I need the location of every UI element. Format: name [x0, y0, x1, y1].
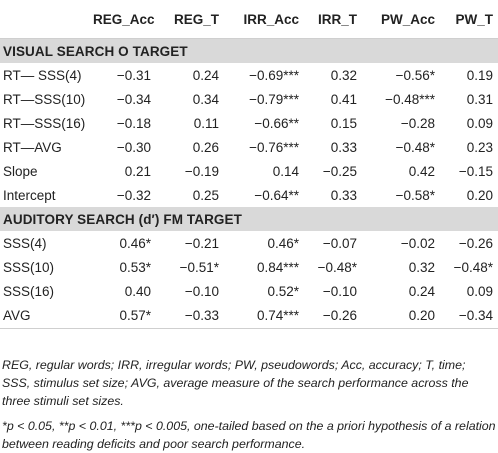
table-row: SSS(10) 0.53* −0.51* 0.84*** −0.48* 0.32 −0.48…: [0, 255, 498, 279]
table-cell: −0.32: [116, 187, 151, 203]
table-cell: 0.33: [330, 139, 357, 155]
table-cell: 0.20: [362, 303, 440, 329]
table-cell: −0.48*: [317, 259, 357, 275]
table-cell: −0.34: [116, 91, 151, 107]
table-cell: −0.51*: [179, 259, 219, 275]
table-cell: 0.14: [272, 163, 299, 179]
table-cell: −0.56*: [395, 67, 435, 83]
header-cell-label: [0, 0, 88, 39]
table-cell: −0.07: [322, 235, 357, 251]
table-cell: −0.76***: [249, 139, 299, 155]
table-cell: −0.31: [116, 67, 151, 83]
table-row: Intercept −0.32 0.25 −0.64** 0.33 −0.58* 0.20: [0, 183, 498, 207]
table-cell: 0.32: [408, 259, 435, 275]
table-cell: −0.69***: [249, 67, 299, 83]
table-header: REG_Acc REG_T IRR_Acc IRR_T PW_Acc PW_T: [0, 0, 498, 39]
header-cell-irr-t: IRR_T: [304, 0, 362, 39]
table-cell: −0.58*: [395, 187, 435, 203]
row-label: Intercept: [3, 187, 56, 203]
table-cell: −0.25: [322, 163, 357, 179]
section-header-row: AUDITORY SEARCH (d′) FM TARGET: [0, 207, 498, 231]
table-cell: 0.23: [466, 139, 493, 155]
table-row: RT—AVG −0.30 0.26 −0.76*** 0.33 −0.48* 0.23: [0, 135, 498, 159]
table-cell: 0.24: [192, 67, 219, 83]
table-cell: −0.02: [400, 235, 435, 251]
correlation-table: REG_Acc REG_T IRR_Acc IRR_T PW_Acc PW_T …: [0, 0, 498, 329]
table-cell: −0.66**: [254, 115, 299, 131]
table-cell: −0.48*: [395, 139, 435, 155]
table-cell: −0.18: [116, 115, 151, 131]
row-label: SSS(10): [3, 259, 55, 275]
row-label: SSS(4): [3, 235, 47, 251]
table-row: SSS(16) 0.40 −0.10 0.52* −0.10 0.24 0.09: [0, 279, 498, 303]
table-cell: 0.26: [192, 139, 219, 155]
header-cell-reg-acc: REG_Acc: [88, 0, 156, 39]
header-cell-pw-acc: PW_Acc: [362, 0, 440, 39]
header-cell-reg-t: REG_T: [156, 0, 224, 39]
table-cell: 0.52*: [267, 283, 299, 299]
table-cell: 0.31: [466, 91, 493, 107]
row-label: SSS(16): [3, 283, 55, 299]
header-row: REG_Acc REG_T IRR_Acc IRR_T PW_Acc PW_T: [0, 0, 498, 39]
table-cell: 0.84***: [256, 259, 299, 275]
table-cell: 0.21: [124, 163, 151, 179]
table-cell: 0.09: [466, 283, 493, 299]
table-cell: −0.10: [322, 283, 357, 299]
table-cell: 0.57*: [88, 303, 156, 329]
table-cell: 0.11: [193, 115, 219, 131]
table-row: RT—SSS(10) −0.34 0.34 −0.79*** 0.41 −0.48*** 0…: [0, 87, 498, 111]
table-cell: 0.32: [330, 67, 357, 83]
table-cell: −0.21: [184, 235, 219, 251]
table-cell: 0.20: [466, 187, 493, 203]
table-cell: 0.09: [466, 115, 493, 131]
table-cell: 0.46*: [267, 235, 299, 251]
row-label: RT—AVG: [3, 139, 62, 155]
header-cell-pw-t: PW_T: [440, 0, 498, 39]
table-cell: −0.64**: [254, 187, 299, 203]
row-label: RT—SSS(16): [3, 115, 86, 131]
table-cell: 0.15: [330, 115, 357, 131]
table-body: VISUAL SEARCH O TARGET RT— SSS(4) −0.31 0.2…: [0, 38, 498, 329]
section-header-row: VISUAL SEARCH O TARGET: [0, 38, 498, 63]
table-cell: 0.25: [192, 187, 219, 203]
table-cell: −0.28: [400, 115, 435, 131]
table-row: RT—SSS(16) −0.18 0.11 −0.66** 0.15 −0.28 0.09: [0, 111, 498, 135]
table-cell: 0.42: [408, 163, 435, 179]
table-cell: −0.15: [458, 163, 493, 179]
header-cell-irr-acc: IRR_Acc: [224, 0, 304, 39]
table-cell: 0.46*: [119, 235, 151, 251]
row-label: AVG: [0, 303, 88, 329]
table-footnotes: REG, regular words; IRR, irregular words…: [2, 356, 496, 453]
row-label: Slope: [3, 163, 38, 179]
table-cell: 0.34: [192, 91, 219, 107]
table-row: Slope 0.21 −0.19 0.14 −0.25 0.42 −0.15: [0, 159, 498, 183]
table-cell: 0.24: [408, 283, 435, 299]
table-cell: −0.19: [184, 163, 219, 179]
table-cell: −0.26: [304, 303, 362, 329]
table-cell: −0.33: [156, 303, 224, 329]
table-cell: 0.33: [330, 187, 357, 203]
table-row: RT— SSS(4) −0.31 0.24 −0.69*** 0.32 −0.56* 0.1…: [0, 63, 498, 87]
section-title: VISUAL SEARCH O TARGET: [0, 38, 498, 63]
table-cell: −0.10: [184, 283, 219, 299]
table-row: AVG 0.57* −0.33 0.74*** −0.26 0.20 −0.34: [0, 303, 498, 329]
table-cell: 0.19: [466, 67, 493, 83]
table-cell: 0.41: [330, 91, 357, 107]
table-cell: −0.34: [440, 303, 498, 329]
table-cell: −0.79***: [249, 91, 299, 107]
table-cell: −0.48*: [453, 259, 493, 275]
table-cell: −0.30: [116, 139, 151, 155]
row-label: RT—SSS(10): [3, 91, 86, 107]
table-cell: 0.74***: [224, 303, 304, 329]
table-cell: −0.48***: [385, 91, 435, 107]
table-cell: 0.53*: [119, 259, 151, 275]
abbreviations-note: REG, regular words; IRR, irregular words…: [2, 358, 469, 408]
significance-note: *p < 0.05, **p < 0.01, ***p < 0.005, one…: [2, 419, 496, 451]
section-title: AUDITORY SEARCH (d′) FM TARGET: [0, 207, 498, 231]
table-cell: 0.40: [124, 283, 151, 299]
row-label: RT— SSS(4): [3, 67, 82, 83]
table-cell: −0.26: [458, 235, 493, 251]
table-row: SSS(4) 0.46* −0.21 0.46* −0.07 −0.02 −0.26: [0, 231, 498, 255]
